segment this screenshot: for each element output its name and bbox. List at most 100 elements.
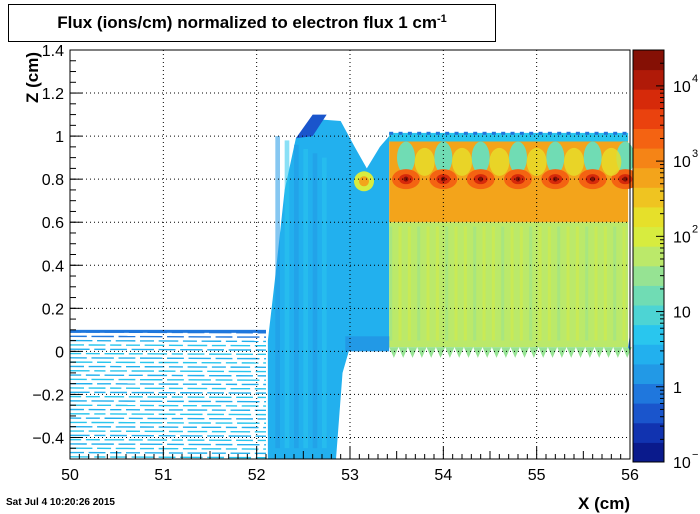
top-notch: [398, 131, 403, 135]
lower-stripe: [417, 226, 421, 341]
lower-stripe: [473, 226, 477, 341]
colorbar-swatch: [633, 363, 664, 385]
bottom-tooth: [454, 347, 464, 358]
drift-top-band: [70, 329, 266, 333]
lower-stripe: [622, 226, 626, 341]
colorbar-swatch: [633, 344, 664, 365]
cell-between: [526, 147, 547, 176]
bottom-tooth: [519, 347, 530, 358]
y-tick-label: 1.4: [42, 43, 64, 60]
gap-stripe: [275, 136, 280, 449]
top-notch: [547, 131, 552, 135]
colorbar-border: [632, 49, 665, 463]
x-axis-ticks: 50 51 52 53 54 55 56: [61, 447, 639, 484]
cell-peak-core: [478, 176, 484, 182]
top-notch: [473, 131, 478, 135]
colorbar-swatch: [633, 167, 664, 188]
y-tick-label: 0.6: [42, 215, 64, 232]
y-tick-label: 0.4: [42, 258, 64, 275]
top-notch: [426, 131, 431, 135]
cell-upper-low: [546, 141, 565, 174]
colorbar-swatch: [633, 50, 664, 71]
top-notch: [622, 131, 627, 135]
colorbar-swatch: [633, 108, 664, 129]
y-tick-label: 1.2: [42, 86, 64, 103]
cell-upper-low: [471, 141, 490, 174]
colorbar-swatch: [633, 128, 664, 149]
colorbar-label: 10: [673, 305, 691, 322]
lower-zone: [389, 222, 629, 348]
colorbar-label: 10: [673, 455, 691, 472]
cell-between: [452, 147, 472, 176]
y-axis-label: Z (cm): [23, 52, 42, 103]
top-notch: [566, 131, 571, 135]
colorbar-swatch: [633, 422, 664, 443]
colorbar-label-exponent: −: [692, 449, 698, 461]
gap-stripe: [322, 157, 327, 449]
bottom-tooth: [594, 347, 604, 358]
bottom-tooth: [491, 347, 502, 358]
lower-stripe: [463, 226, 467, 341]
top-notch: [445, 131, 450, 135]
colorbar-label: 1: [673, 380, 682, 397]
cell-between: [489, 147, 510, 176]
cell-upper-low: [397, 141, 415, 174]
lower-stripe: [454, 226, 458, 341]
gap-hotspot-core: [359, 176, 369, 187]
gap-stripe: [294, 144, 299, 449]
lower-stripe: [603, 226, 607, 341]
top-band: [389, 132, 629, 142]
colorbar-swatch: [633, 69, 664, 90]
colorbar-swatch: [633, 285, 664, 306]
lower-stripe: [445, 226, 449, 341]
lower-stripe: [547, 226, 551, 341]
cell-peak-core: [440, 176, 446, 182]
colorbar-label: 10: [673, 229, 691, 246]
top-notch: [557, 131, 562, 135]
lower-stripe: [491, 226, 495, 341]
lower-stripe: [613, 226, 617, 341]
colorbar-swatch: [633, 246, 664, 267]
y-tick-label: 0.8: [42, 172, 64, 189]
lower-stripe: [510, 226, 514, 341]
lower-stripe: [557, 226, 561, 341]
bottom-tooth: [445, 347, 455, 358]
gap-bottom-band: [345, 336, 390, 352]
x-tick-label: 51: [154, 467, 172, 484]
x-tick-label: 54: [434, 467, 452, 484]
bottom-tooth: [398, 347, 408, 358]
bottom-tooth: [482, 347, 492, 358]
top-notch: [529, 131, 534, 135]
top-notch: [463, 131, 468, 135]
colorbar-swatch: [633, 442, 664, 463]
lower-stripe: [575, 226, 579, 341]
gap-stripe: [284, 140, 290, 449]
chart-title-exponent: -1: [436, 13, 447, 25]
lower-stripe: [538, 226, 542, 341]
cell-peak-core: [552, 176, 558, 182]
x-tick-label: 55: [528, 467, 546, 484]
bottom-tooth: [463, 347, 474, 358]
cell-between: [601, 147, 622, 176]
top-notch: [613, 131, 618, 135]
cell-peak-core: [590, 176, 596, 182]
y-tick-label: 0: [55, 344, 64, 361]
colorbar-label: 10: [673, 79, 691, 96]
x-axis-label: X (cm): [578, 494, 630, 513]
top-notch: [603, 131, 608, 135]
top-notch: [491, 131, 496, 135]
bottom-tooth: [501, 347, 511, 358]
bottom-tooth: [547, 347, 558, 358]
colorbar-swatch: [633, 89, 664, 110]
colorbar-swatch: [633, 324, 664, 345]
top-notch: [594, 131, 599, 135]
lower-stripe: [426, 226, 430, 341]
chart-title-main: Flux (ions/cm) normalized to electron fl…: [57, 13, 437, 32]
top-notch: [454, 131, 459, 135]
x-tick-label: 56: [621, 467, 639, 484]
bottom-tooth: [473, 347, 483, 358]
top-notch: [389, 131, 394, 135]
top-notch: [510, 131, 515, 135]
lower-stripe: [594, 226, 598, 341]
